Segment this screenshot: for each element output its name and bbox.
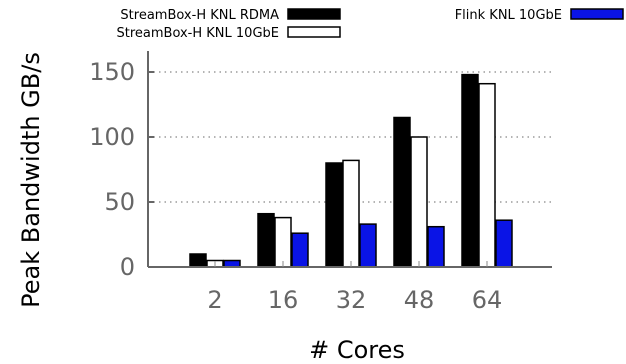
bars: [189, 73, 513, 268]
bar-2-32: [342, 159, 360, 268]
bar-3-32: [359, 223, 377, 268]
bar-1-48: [393, 116, 411, 268]
x-tick-label: 64: [472, 286, 503, 314]
bar-1-64: [461, 73, 479, 268]
bar-3-48: [427, 225, 445, 268]
y-tick-label: 100: [89, 123, 135, 151]
y-tick-label: 0: [120, 253, 135, 281]
bar-3-16: [291, 232, 309, 268]
x-tick-label: 48: [404, 286, 435, 314]
legend: StreamBox-H KNL RDMA StreamBox-H KNL 10Gb…: [116, 8, 624, 41]
bar-1-2: [189, 253, 207, 268]
x-tick-label: 32: [336, 286, 367, 314]
bar-1-32: [325, 162, 343, 268]
legend-label: StreamBox-H KNL RDMA: [120, 8, 279, 23]
legend-label: Flink KNL 10GbE: [455, 8, 562, 23]
y-ticks: 0 50 100 150: [89, 58, 154, 281]
bar-3-64: [495, 219, 513, 268]
legend-swatch: [287, 8, 341, 20]
y-tick-label: 150: [89, 58, 135, 86]
x-ticks: 2 16 32 48 64: [207, 261, 502, 314]
bar-2-64: [478, 82, 496, 268]
x-axis-label: # Cores: [309, 336, 405, 364]
legend-swatch: [287, 26, 341, 38]
x-tick-label: 16: [268, 286, 299, 314]
bar-2-16: [274, 216, 292, 268]
legend-swatch: [570, 8, 624, 20]
y-tick-label: 50: [104, 188, 135, 216]
legend-label: StreamBox-H KNL 10GbE: [116, 26, 279, 41]
bar-1-16: [257, 212, 275, 268]
x-tick-label: 2: [207, 286, 222, 314]
bar-2-48: [410, 136, 428, 268]
y-axis-label: Peak Bandwidth GB/s: [17, 52, 45, 308]
